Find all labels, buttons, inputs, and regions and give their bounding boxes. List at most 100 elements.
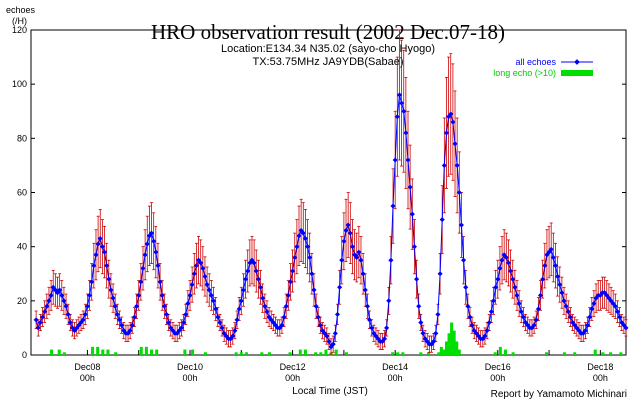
all-echoes-point (317, 322, 323, 328)
all-echoes-point (300, 230, 306, 236)
all-echoes-point (187, 292, 193, 298)
all-echoes-point (285, 292, 291, 298)
all-echoes-point (435, 311, 441, 317)
all-echoes-point (461, 257, 467, 263)
x-tick-label-hour: 00h (182, 373, 197, 383)
all-echoes-point (401, 108, 407, 114)
long-echo-bar (344, 352, 348, 355)
all-echoes-point (240, 287, 246, 293)
all-echoes-point (439, 217, 445, 223)
all-echoes-point (110, 295, 116, 301)
all-echoes-point (369, 325, 375, 331)
legend-swatch-long-echo (561, 70, 593, 76)
x-axis-title: Local Time (JST) (292, 386, 368, 397)
all-echoes-point (540, 276, 546, 282)
legend-marker-all-echoes (574, 59, 580, 65)
all-echoes-point (454, 162, 460, 168)
all-echoes-point (591, 301, 597, 307)
all-echoes-point (433, 330, 439, 336)
all-echoes-point (234, 317, 240, 323)
all-echoes-point (262, 303, 268, 309)
long-echo-bar (139, 346, 143, 355)
all-echoes-point (87, 292, 93, 298)
all-echoes-point (405, 157, 411, 163)
all-echoes-point (414, 276, 420, 282)
all-echoes-point (134, 303, 140, 309)
all-echoes-point (499, 257, 505, 263)
all-echoes-point (163, 311, 170, 317)
all-echoes-point (287, 279, 294, 285)
all-echoes-point (294, 244, 300, 250)
long-echo-bar (96, 346, 100, 355)
all-echoes-point (437, 271, 443, 277)
long-echo-bar (544, 352, 548, 355)
all-echoes-point (337, 284, 343, 290)
y-tick-label: 0 (22, 350, 27, 360)
all-echoes-point (360, 271, 366, 277)
all-echoes-point (386, 298, 392, 304)
y-tick-label: 60 (17, 188, 27, 198)
all-echoes-point (311, 287, 317, 293)
all-echoes-point (257, 284, 264, 290)
plot-layer: 020406080100120Dec0800hDec1000hDec1200hD… (12, 25, 629, 383)
all-echoes-point (561, 298, 567, 304)
all-echoes-point (345, 222, 351, 228)
all-echoes-point (533, 317, 539, 323)
all-echoes-point (514, 292, 520, 298)
long-echo-bar (101, 349, 105, 355)
all-echoes-point (193, 263, 199, 269)
long-echo-bar (573, 352, 577, 355)
all-echoes-point (213, 306, 219, 312)
all-echoes-point (332, 330, 338, 336)
all-echoes-point (390, 203, 396, 209)
all-echoes-point (161, 303, 167, 309)
long-echo-bar (442, 349, 446, 355)
x-tick-label-hour: 00h (593, 373, 608, 383)
long-echo-bar (427, 352, 431, 355)
long-echo-bar (452, 330, 456, 355)
all-echoes-point (497, 265, 503, 271)
all-echoes-point (456, 189, 462, 196)
all-echoes-point (555, 273, 561, 280)
all-echoes-point (204, 282, 210, 288)
x-tick-label-hour: 00h (80, 373, 95, 383)
all-echoes-point (394, 114, 400, 120)
all-echoes-point (313, 303, 319, 309)
all-echoes-point (493, 284, 499, 290)
long-echo-bar (303, 349, 307, 355)
all-echoes-point (42, 309, 48, 315)
y-tick-label: 80 (17, 133, 27, 143)
long-echo-bar (401, 352, 405, 355)
all-echoes-point (452, 141, 458, 147)
all-echoes-point (418, 319, 424, 326)
all-echoes-point (230, 333, 236, 339)
long-echo-bar (601, 352, 605, 355)
all-echoes-point (283, 303, 289, 309)
y-axis-title-line2: (/H) (12, 16, 27, 26)
long-echo-bar (419, 352, 423, 355)
all-echoes-point (166, 319, 172, 326)
all-echoes-point (557, 282, 563, 288)
x-tick-label-hour: 00h (388, 373, 403, 383)
y-axis-title-line1: echoes (6, 5, 36, 15)
all-echoes-point (142, 252, 148, 258)
all-echoes-point (420, 330, 426, 336)
all-echoes-point (202, 273, 208, 279)
long-echo-bar (498, 346, 502, 355)
all-echoes-point (251, 260, 257, 266)
x-tick-label-date: Dec16 (485, 362, 511, 372)
all-echoes-point (356, 249, 362, 255)
long-echo-bar (155, 349, 159, 355)
all-echoes-point (245, 268, 251, 274)
y-tick-label: 40 (17, 242, 27, 252)
all-echoes-point (505, 260, 512, 266)
x-tick-label-hour: 00h (285, 373, 300, 383)
long-echo-bar (455, 341, 459, 355)
all-echoes-point (411, 244, 417, 250)
all-echoes-point (33, 317, 39, 323)
x-tick-label-hour: 00h (490, 373, 505, 383)
all-echoes-point (617, 314, 623, 320)
long-echo-bar (447, 333, 451, 355)
x-tick-label-date: Dec08 (74, 362, 100, 372)
